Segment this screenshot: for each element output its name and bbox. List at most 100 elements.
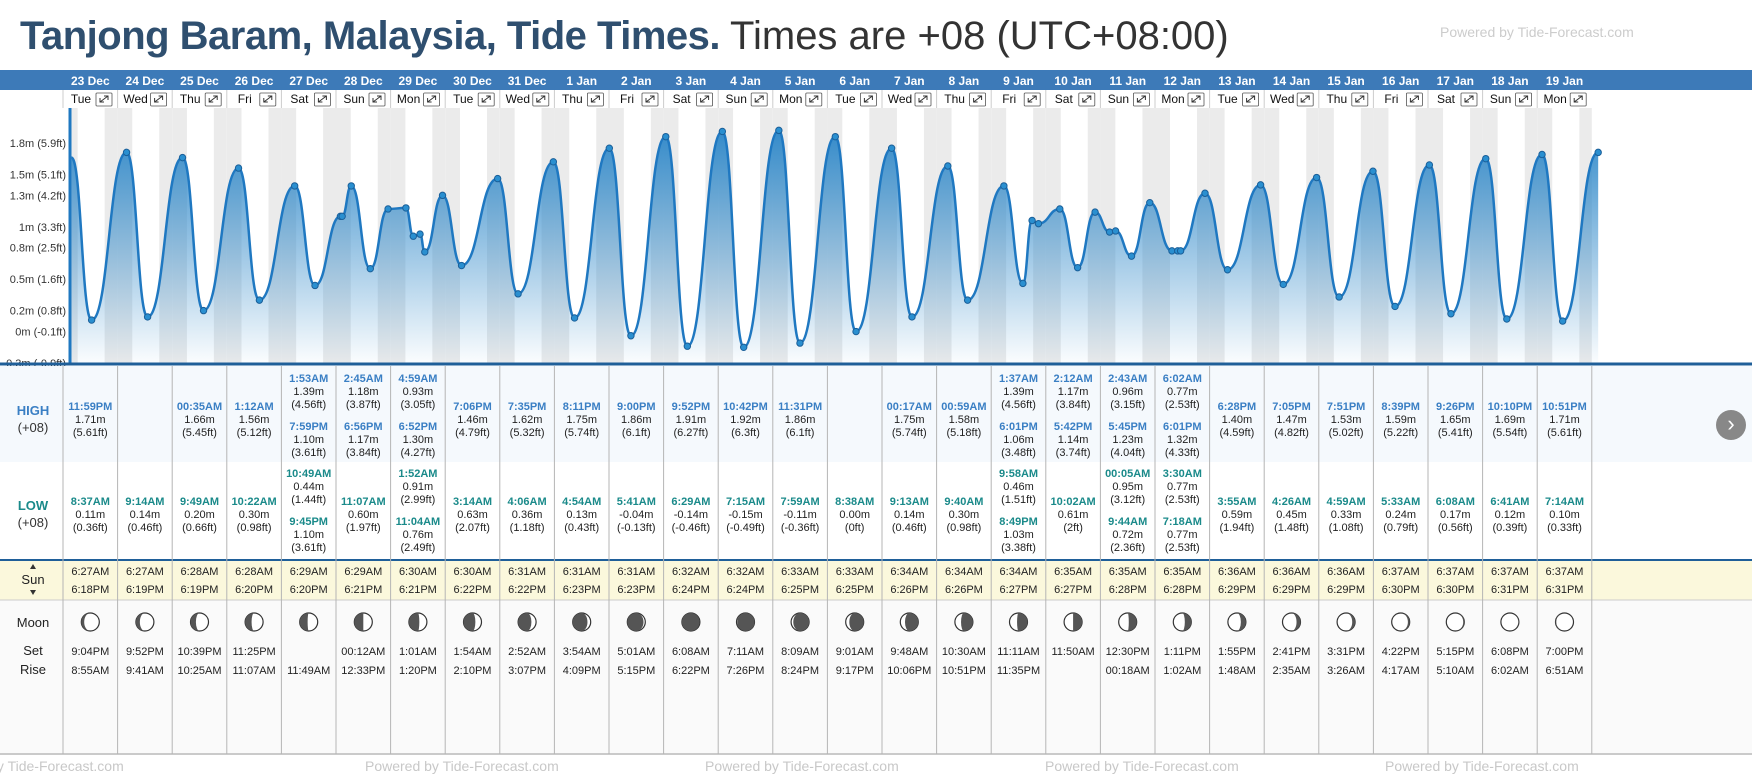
sunset-time: 6:30PM [1436,584,1474,596]
low-tide-time: 11:04AM [396,516,441,528]
tide-extreme-point [1223,266,1232,274]
moon-shadow [135,613,145,631]
day-date-label: 18 Jan [1491,74,1528,88]
expand-arrow-icon[interactable] [918,95,928,103]
expand-arrow-icon[interactable] [700,95,710,103]
expand-arrow-icon[interactable] [1246,95,1256,103]
tide-height-m: 1.06m [1003,434,1034,446]
moon-shadow [1127,613,1137,631]
low-tide-time: 10:22AM [231,496,276,508]
expand-arrow-icon[interactable] [645,95,655,103]
sunrise-time: 6:35AM [1109,566,1147,578]
moon-shadow [1182,613,1192,631]
expand-arrow-icon[interactable] [1082,95,1092,103]
low-tide-time: 6:41AM [1490,496,1529,508]
tide-extreme-point [887,144,896,152]
tide-height-ft: (1.44ft) [291,494,326,506]
expand-arrow-icon[interactable] [1519,95,1529,103]
low-tide-time: 4:54AM [562,496,601,508]
high-tide-time: 00:35AM [177,401,222,413]
sunset-time: 6:19PM [181,584,219,596]
moonset-time: 2:52AM [508,646,546,658]
expand-arrow-icon[interactable] [809,95,819,103]
expand-arrow-icon[interactable] [372,95,382,103]
day-weekday-label: Wed [888,92,912,106]
tide-extreme-point [1111,227,1120,235]
tide-height-m: 0.30m [239,509,270,521]
tide-height-ft: (3.84ft) [346,447,381,459]
expand-arrow-icon[interactable] [973,95,983,103]
expand-arrow-icon[interactable] [754,95,764,103]
moon-phase-icon [80,612,100,632]
powered-by-badge[interactable]: Powered by Tide-Forecast.com [1440,24,1634,40]
day-date-label: 3 Jan [676,74,707,88]
expand-arrow-icon[interactable] [427,95,437,103]
low-tide-time: 8:38AM [835,496,874,508]
low-tide-time: 9:45PM [289,516,328,528]
moonset-time: 11:50AM [1051,646,1094,658]
expand-arrow-icon[interactable] [1027,95,1037,103]
next-days-arrow-icon[interactable]: › [1716,410,1746,440]
sunset-time: 6:18PM [71,584,109,596]
watermark-text: Powered by Tide-Forecast.com [0,758,124,774]
sunrise-time: 6:36AM [1273,566,1311,578]
expand-arrow-icon[interactable] [1191,95,1201,103]
tide-height-ft: (2.53ft) [1165,494,1200,506]
tide-height-m: 0.00m [839,509,870,521]
expand-arrow-icon[interactable] [536,95,546,103]
tide-height-ft: (2.99ft) [400,494,435,506]
moonset-time: 11:11AM [997,646,1039,658]
moonset-time: 6:08AM [672,646,710,658]
tide-extreme-point [852,327,860,336]
tide-height-ft: (6.3ft) [731,427,760,439]
low-tide-time: 3:14AM [453,496,492,508]
tide-height-m: 0.77m [1167,481,1198,493]
high-tide-time: 6:01PM [999,421,1038,433]
tide-extreme-point [438,191,447,200]
sunrise-time: 6:36AM [1327,566,1365,578]
day-date-label: 28 Dec [344,74,383,88]
expand-arrow-icon[interactable] [1464,95,1474,103]
tide-height-m: 0.76m [403,529,434,541]
watermark-text: Powered by Tide-Forecast.com [1045,758,1239,774]
tide-height-ft: (4.04ft) [1110,447,1145,459]
moonrise-time: 00:18AM [1106,665,1150,677]
tide-extreme-point [1391,302,1399,311]
sunset-time: 6:19PM [126,584,164,596]
tide-height-ft: (4.56ft) [291,399,326,411]
expand-arrow-icon[interactable] [863,95,873,103]
tide-height-ft: (3.84ft) [1056,399,1091,411]
high-tide-time: 00:59AM [941,401,986,413]
expand-arrow-icon[interactable] [1136,95,1146,103]
expand-arrow-icon[interactable] [1355,95,1365,103]
tide-extreme-point [1369,167,1377,175]
tide-height-m: 0.24m [1385,509,1416,521]
expand-arrow-icon[interactable] [99,95,109,103]
sun-row-background [0,560,1752,600]
watermark-text: Powered by Tide-Forecast.com [705,758,899,774]
expand-arrow-icon[interactable] [1573,95,1583,103]
sunset-time: 6:24PM [727,584,765,596]
moonset-time: 10:30AM [942,646,986,658]
sunrise-time: 6:33AM [836,566,874,578]
sunrise-time: 6:36AM [1218,566,1256,578]
moon-shadow [793,613,810,631]
expand-arrow-icon[interactable] [1300,95,1310,103]
expand-arrow-icon[interactable] [590,95,600,103]
expand-arrow-icon[interactable] [154,95,164,103]
day-weekday-label: Mon [397,92,420,106]
tide-extreme-point [514,290,522,298]
moon-shadow [737,613,755,631]
expand-arrow-icon[interactable] [481,95,491,103]
expand-arrow-icon[interactable] [317,95,327,103]
expand-arrow-icon[interactable] [263,95,273,103]
low-tide-time: 7:14AM [1545,496,1584,508]
sunset-time: 6:29PM [1273,584,1311,596]
expand-arrow-icon[interactable] [208,95,218,103]
moon-phase-icon [462,612,483,632]
day-weekday-label: Fri [1384,92,1398,106]
tide-height-m: 1.69m [1495,414,1526,426]
tide-height-ft: (0.36ft) [73,522,108,534]
day-date-label: 11 Jan [1109,74,1146,88]
expand-arrow-icon[interactable] [1409,95,1419,103]
